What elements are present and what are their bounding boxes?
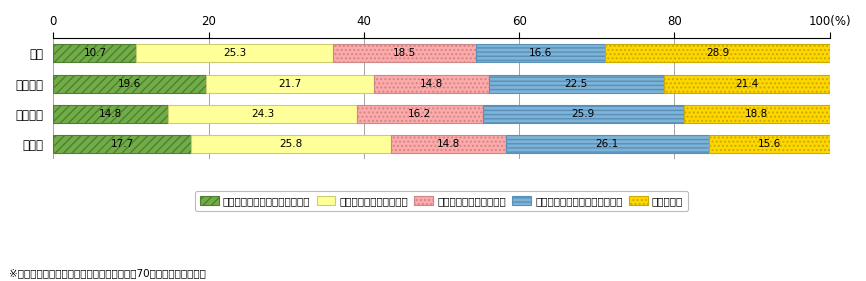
Bar xyxy=(506,135,708,153)
Legend: 必要になる可能性は極めて高い, 必要になる可能性が高い, 必要になる可能性は低い, 必要になる可能性は極めて低い, わからない: 必要になる可能性は極めて高い, 必要になる可能性が高い, 必要になる可能性は低い… xyxy=(195,191,688,211)
Bar xyxy=(54,74,205,93)
Bar xyxy=(489,74,663,93)
Bar xyxy=(333,44,476,62)
Bar xyxy=(663,74,830,93)
Text: 24.3: 24.3 xyxy=(251,109,275,119)
Bar xyxy=(708,135,830,153)
Text: 19.6: 19.6 xyxy=(118,79,141,89)
Text: 18.5: 18.5 xyxy=(393,48,417,58)
Text: 18.8: 18.8 xyxy=(745,109,768,119)
Bar xyxy=(605,44,830,62)
Text: 14.8: 14.8 xyxy=(420,79,443,89)
Text: 21.4: 21.4 xyxy=(735,79,759,89)
Text: 16.6: 16.6 xyxy=(529,48,553,58)
Text: 25.9: 25.9 xyxy=(572,109,595,119)
Bar xyxy=(374,74,489,93)
Text: 25.8: 25.8 xyxy=(280,139,302,149)
Bar xyxy=(357,105,482,123)
Bar xyxy=(684,105,830,123)
Text: 28.9: 28.9 xyxy=(706,48,729,58)
Bar xyxy=(54,135,191,153)
Bar xyxy=(191,135,391,153)
Bar xyxy=(54,44,137,62)
Bar xyxy=(137,44,333,62)
Bar xyxy=(168,105,357,123)
Text: 14.8: 14.8 xyxy=(100,109,122,119)
Text: ※他国の回答と合わせるため、日本の回答は70代の回答を除いた。: ※他国の回答と合わせるため、日本の回答は70代の回答を除いた。 xyxy=(9,268,205,278)
Text: 16.2: 16.2 xyxy=(408,109,431,119)
Bar xyxy=(476,44,605,62)
Bar xyxy=(391,135,506,153)
Bar xyxy=(205,74,374,93)
Text: 25.3: 25.3 xyxy=(223,48,246,58)
Text: 21.7: 21.7 xyxy=(278,79,301,89)
Bar xyxy=(54,105,168,123)
Text: 26.1: 26.1 xyxy=(596,139,619,149)
Text: 10.7: 10.7 xyxy=(83,48,107,58)
Bar xyxy=(482,105,684,123)
Text: 17.7: 17.7 xyxy=(111,139,133,149)
Text: 22.5: 22.5 xyxy=(565,79,588,89)
Text: 15.6: 15.6 xyxy=(758,139,781,149)
Text: 14.8: 14.8 xyxy=(437,139,460,149)
